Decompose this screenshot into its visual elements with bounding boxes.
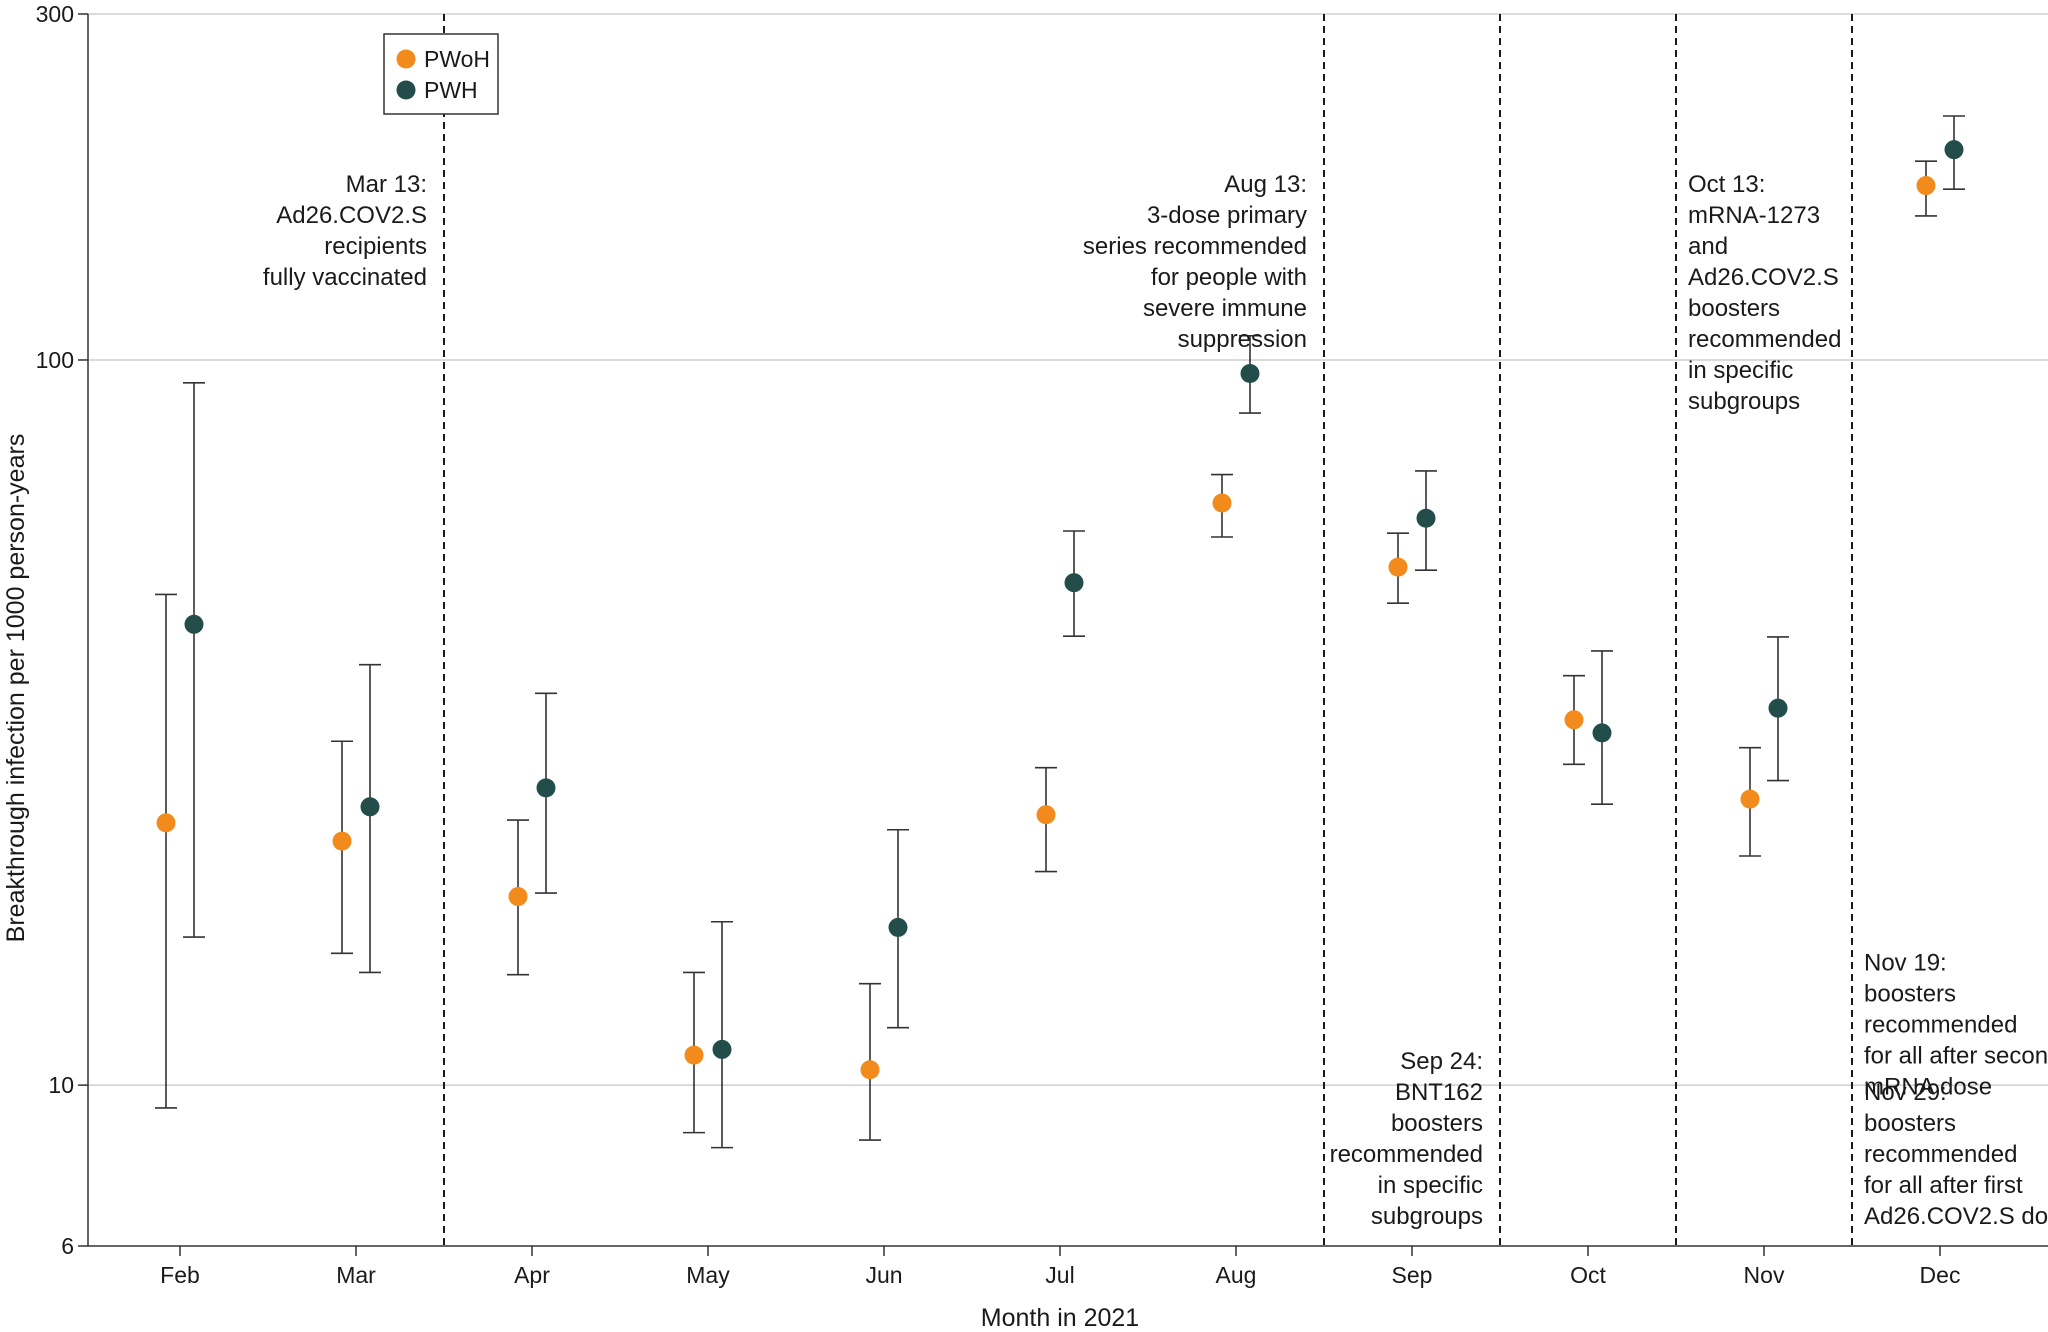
y-tick-label: 100 [36, 347, 74, 373]
y-tick-label: 6 [61, 1233, 74, 1259]
event-annotation-line: mRNA-1273 [1688, 202, 1820, 229]
event-annotation-line: Mar 13: [346, 171, 427, 198]
x-tick-label: Mar [336, 1262, 376, 1288]
axes: 6 10 100 300 Feb Mar Apr May Jun Jul Aug Sep Oct Nov D… [36, 1, 2048, 1288]
event-annotation-line: in specific [1378, 1172, 1483, 1199]
series-PWoH [155, 160, 1937, 1141]
x-tick-label: Sep [1392, 1262, 1433, 1288]
data-point-PWH-Aug [1240, 363, 1260, 383]
event-annotation-line: 3-dose primary [1147, 202, 1307, 229]
event-annotation-line: suppression [1178, 326, 1307, 353]
data-point-PWoH-Oct [1564, 710, 1584, 730]
x-tick-label: Aug [1216, 1262, 1257, 1288]
event-annotation: Aug 13: 3-dose primary series recommended f… [1083, 171, 1307, 353]
event-annotation-line: for all after second [1864, 1043, 2048, 1070]
event-annotation-line: recommended [1330, 1141, 1483, 1168]
x-tick-label: Dec [1920, 1262, 1961, 1288]
x-tick-label: Oct [1570, 1262, 1606, 1288]
data-point-PWoH-Mar [332, 831, 352, 851]
data-point-PWH-Sep [1416, 508, 1436, 528]
event-annotation-line: in specific [1688, 357, 1793, 384]
event-annotations: Mar 13: Ad26.COV2.S recipients fully vaccin… [263, 171, 2048, 1230]
gridlines [88, 13, 2048, 1086]
x-tick-label: Jun [865, 1262, 902, 1288]
event-annotation-line: series recommended [1083, 233, 1307, 260]
data-point-PWH-Jun [888, 917, 908, 937]
data-point-PWH-Oct [1592, 723, 1612, 743]
event-annotation-line: Nov 19: [1864, 950, 1947, 977]
event-annotation-line: for all after first [1864, 1172, 2023, 1199]
event-annotation-line: Oct 13: [1688, 171, 1765, 198]
data-point-PWoH-Nov [1740, 789, 1760, 809]
legend-marker-PWH [396, 80, 416, 100]
legend: PWoH PWH [383, 33, 499, 115]
data-point-PWoH-Aug [1212, 493, 1232, 513]
event-annotation-line: boosters [1864, 1110, 1956, 1137]
legend-label-PWH: PWH [424, 77, 478, 103]
event-annotation: Nov 19: boosters recommended for all after … [1864, 950, 2048, 1101]
data-point-PWoH-Jul [1036, 805, 1056, 825]
event-annotation-line: fully vaccinated [263, 264, 427, 291]
event-annotation: Sep 24: BNT162 boosters recommended in speci… [1330, 1048, 1483, 1230]
event-annotation-line: Sep 24: [1400, 1048, 1483, 1075]
event-annotation-line: Aug 13: [1224, 171, 1307, 198]
event-annotation-line: boosters [1864, 981, 1956, 1008]
x-tick-label: Jul [1045, 1262, 1074, 1288]
legend-label-PWoH: PWoH [424, 46, 490, 72]
event-annotation-line: recommended [1688, 326, 1841, 353]
data-point-PWH-Nov [1768, 698, 1788, 718]
event-annotation-line: and [1688, 233, 1728, 260]
event-annotation-line: Ad26.COV2.S dose [1864, 1203, 2048, 1230]
event-annotation-line: subgroups [1688, 388, 1800, 415]
event-annotation-line: recommended [1864, 1141, 2017, 1168]
event-annotation-line: boosters [1688, 295, 1780, 322]
data-point-PWoH-Apr [508, 887, 528, 907]
legend-marker-PWoH [396, 49, 416, 69]
data-point-PWH-Jul [1064, 573, 1084, 593]
y-tick-label: 300 [36, 1, 74, 27]
event-annotation-line: boosters [1391, 1110, 1483, 1137]
event-lines [443, 14, 1853, 1246]
event-annotation-line: BNT162 [1395, 1079, 1483, 1106]
data-point-PWoH-Feb [156, 813, 176, 833]
y-tick-label: 10 [48, 1072, 74, 1098]
x-tick-label: May [686, 1262, 730, 1288]
y-axis-title: Breakthrough infection per 1000 person-y… [2, 434, 30, 943]
event-annotation-line: for people with [1151, 264, 1307, 291]
data-point-PWH-Apr [536, 778, 556, 798]
event-annotation-line: mRNA dose [1864, 1074, 1992, 1101]
data-point-PWH-May [712, 1039, 732, 1059]
x-axis-title: Month in 2021 [981, 1304, 1139, 1332]
series-PWH [183, 115, 1965, 1149]
data-point-PWoH-Jun [860, 1060, 880, 1080]
event-annotation-line: Ad26.COV2.S [276, 202, 427, 229]
event-annotation-line: severe immune [1143, 295, 1307, 322]
data-point-PWH-Mar [360, 797, 380, 817]
data-point-PWH-Feb [184, 614, 204, 634]
data-points [155, 115, 1965, 1149]
data-point-PWH-Dec [1944, 140, 1964, 160]
x-tick-label: Apr [514, 1262, 550, 1288]
event-annotation-line: Ad26.COV2.S [1688, 264, 1839, 291]
event-annotation-line: recommended [1864, 1012, 2017, 1039]
event-annotation-line: subgroups [1371, 1203, 1483, 1230]
data-point-PWoH-Dec [1916, 176, 1936, 196]
legend-box [383, 33, 499, 115]
event-annotation-line: recipients [324, 233, 427, 260]
event-annotation: Oct 13: mRNA-1273 and Ad26.COV2.S boosters re… [1688, 171, 1841, 415]
data-point-PWoH-Sep [1388, 557, 1408, 577]
event-annotation: Mar 13: Ad26.COV2.S recipients fully vaccin… [263, 171, 427, 291]
data-point-PWoH-May [684, 1045, 704, 1065]
event-annotation-line: Nov 29: [1864, 1079, 1947, 1106]
x-tick-label: Feb [160, 1262, 200, 1288]
x-tick-label: Nov [1744, 1262, 1785, 1288]
event-annotation: Nov 29: boosters recommended for all after … [1864, 1079, 2048, 1230]
